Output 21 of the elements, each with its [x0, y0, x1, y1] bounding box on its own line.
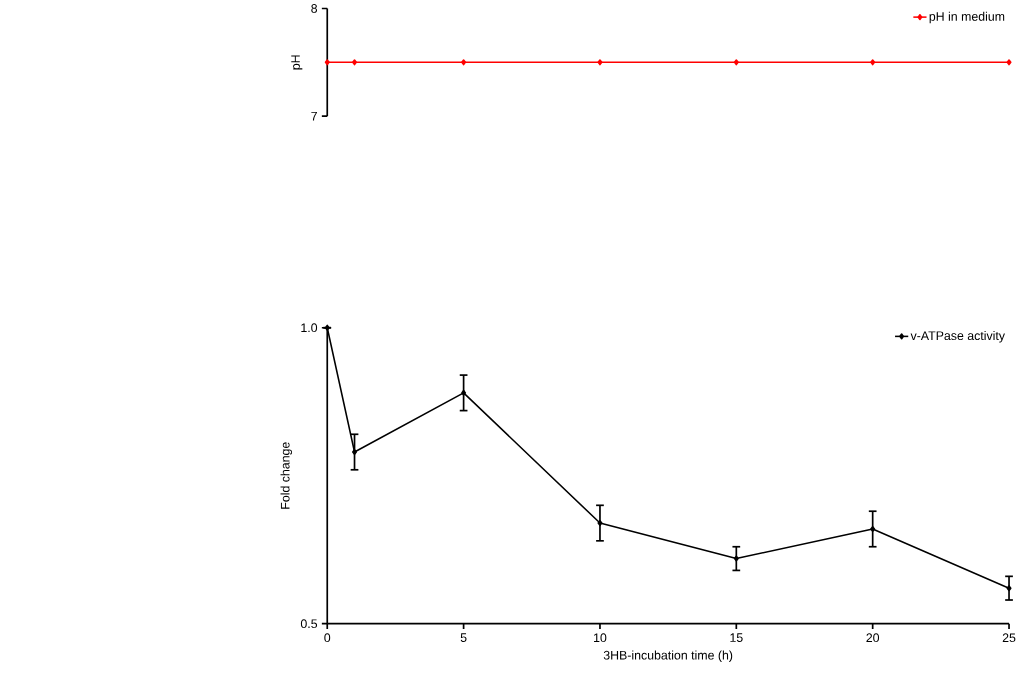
- x-tick-label: 10: [594, 633, 607, 643]
- point: [1006, 585, 1012, 592]
- x-tick-label: 20: [866, 633, 880, 643]
- x-tick-label: 25: [1002, 633, 1016, 643]
- legend-label: pH in medium: [929, 11, 1005, 24]
- point: [461, 389, 467, 396]
- point: [597, 519, 603, 527]
- point: [733, 555, 739, 562]
- point: [870, 525, 876, 533]
- point: [352, 448, 358, 456]
- y-tick-label: 7: [311, 111, 317, 121]
- y-tick-label: 8: [311, 4, 318, 13]
- y-tick-label: 1.0: [301, 323, 318, 333]
- x-tick-label: 5: [460, 633, 467, 642]
- y-axis-title: Fold change: [280, 442, 293, 509]
- y-tick-label: 0.5: [300, 619, 318, 629]
- legend-label: v-ATPase activity: [910, 330, 1005, 343]
- y-axis-title: pH: [291, 55, 303, 70]
- x-tick-label: 0: [324, 633, 331, 643]
- x-axis-title: 3HB-incubation time (h): [603, 650, 733, 662]
- x-tick-label: 15: [730, 633, 743, 642]
